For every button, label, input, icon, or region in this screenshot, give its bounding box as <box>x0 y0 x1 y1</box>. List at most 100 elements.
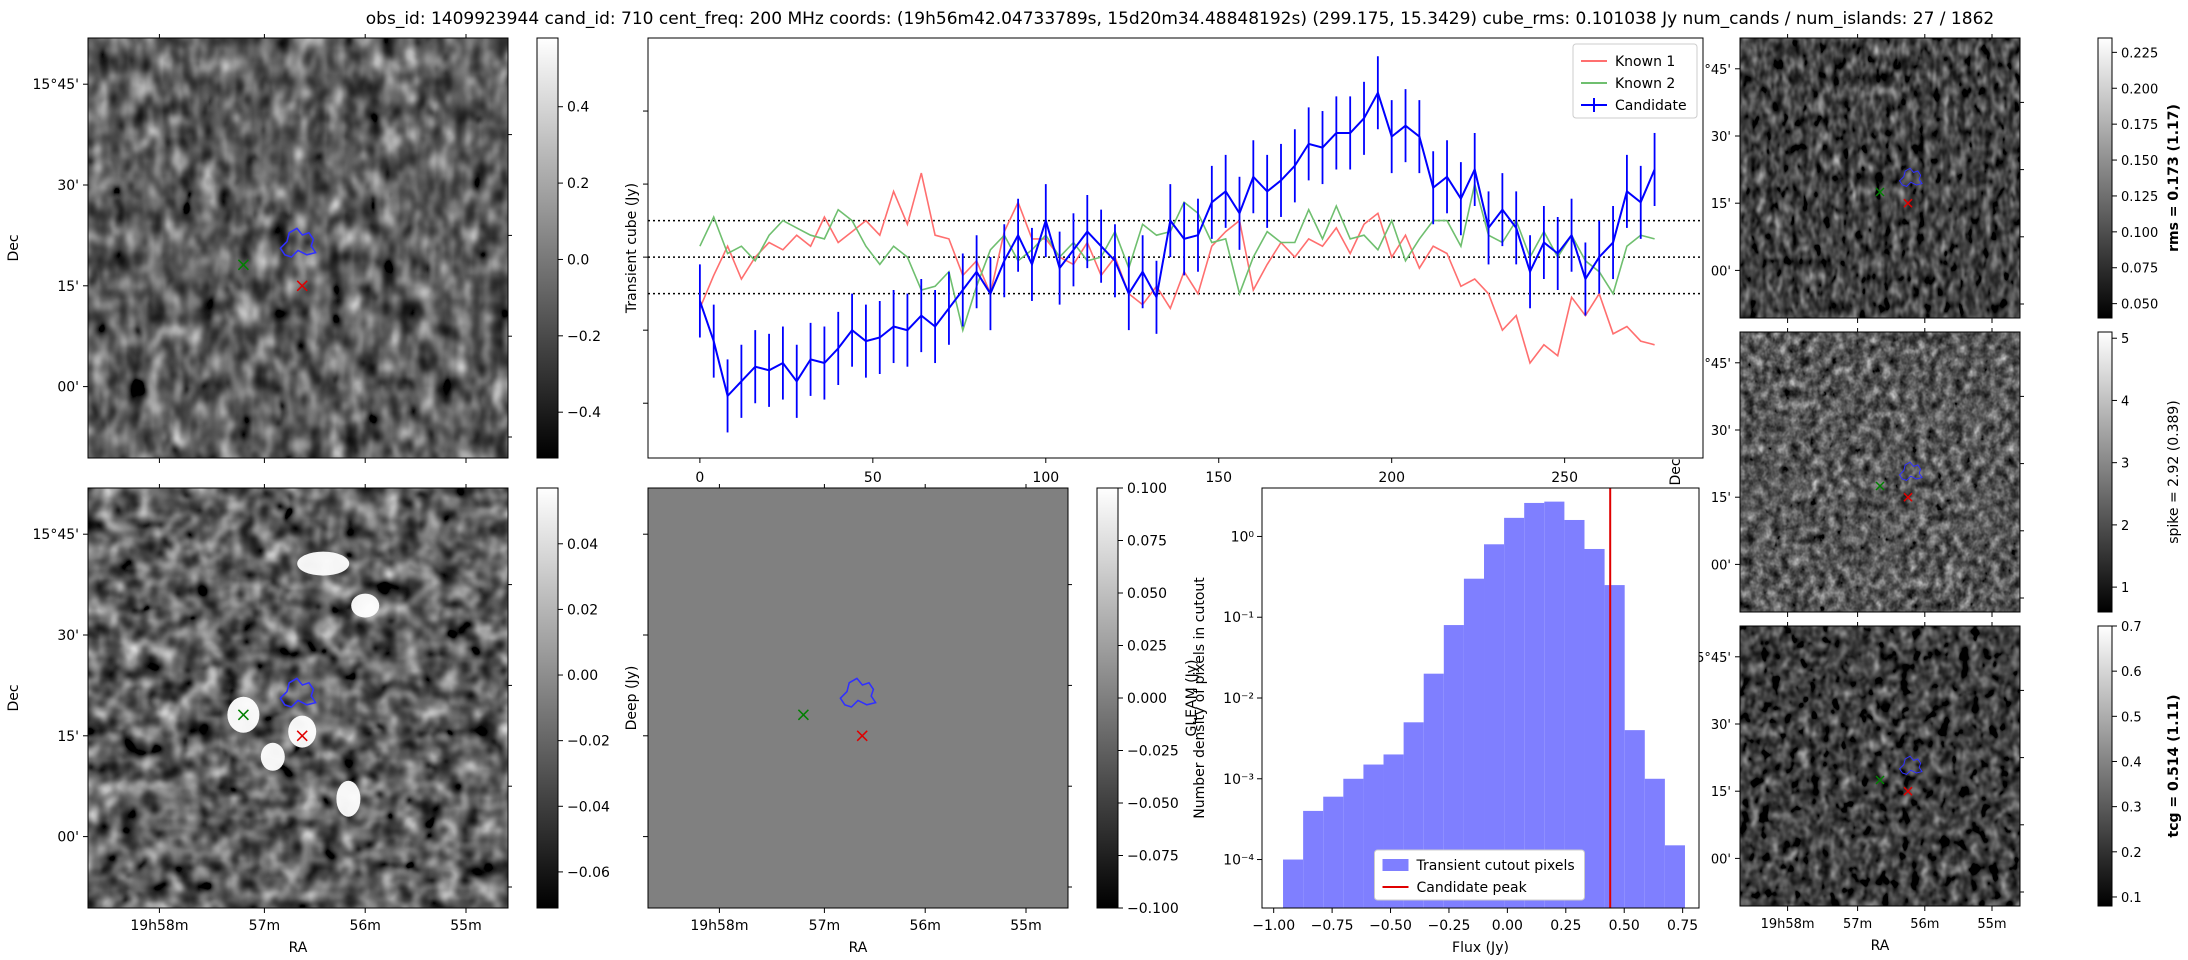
known-source-marker <box>237 259 249 271</box>
ra-tick-label: 56m <box>1910 917 1939 932</box>
histogram-bar <box>1564 519 1585 908</box>
histogram-bar <box>1664 845 1685 908</box>
dec-tick-label: 15' <box>1711 491 1731 506</box>
colorbar-tick-label: 0.000 <box>1127 691 1167 707</box>
ra-axis-label: RA <box>1871 938 1890 954</box>
spike-image <box>1740 332 2020 612</box>
panels: 15°45' 30' 15' 00' Dec 0.4 0.2 0.0 −0.2 −0.4 Trans… <box>6 34 2182 956</box>
colorbar-tick-label: 3 <box>2121 457 2129 472</box>
ra-tick-label: 19h58m <box>1761 917 1815 932</box>
candidate-marker <box>1903 198 1913 208</box>
dec-tick-label: 00' <box>1711 558 1731 573</box>
colorbar-tick-label: 0.075 <box>1127 534 1167 550</box>
colorbar-tick-label: 0.4 <box>2121 755 2142 770</box>
ra-axis-label: RA <box>289 940 308 956</box>
figure-title: obs_id: 1409923944 cand_id: 710 cent_fre… <box>366 9 1994 29</box>
legend-label: Candidate <box>1615 98 1687 114</box>
dec-tick-label: 30' <box>57 178 79 194</box>
colorbar-tick-label: 0.050 <box>2121 298 2158 313</box>
series-known-1 <box>699 172 1655 365</box>
colorbar-tick-label: 0.02 <box>567 602 598 618</box>
dec-axis-label: Dec <box>6 234 22 261</box>
known-source-marker <box>237 709 249 721</box>
colorbar-label: Deep (Jy) <box>624 666 640 731</box>
histogram-legend: Transient cutout pixels Candidate peak <box>1374 849 1585 901</box>
colorbar-tick-label: 0.025 <box>1127 639 1167 655</box>
dec-tick-label: 00' <box>1711 264 1731 279</box>
ra-tick-label: 55m <box>450 918 481 934</box>
gleam-frame <box>647 487 1069 909</box>
colorbar-tick-label: 0.04 <box>567 537 598 553</box>
legend-label: Candidate peak <box>1417 880 1528 896</box>
transient-image <box>88 38 508 458</box>
legend-label: Transient cutout pixels <box>1416 858 1575 874</box>
ra-tick-label: 55m <box>1977 917 2006 932</box>
colorbar-tick-label: 4 <box>2121 394 2129 409</box>
dec-tick-label: 15' <box>1711 785 1731 800</box>
time-tick-label: 250 <box>1551 470 1578 486</box>
dec-tick-label: 00' <box>1711 852 1731 867</box>
histogram-bar <box>1584 548 1605 908</box>
time-tick-label: 0 <box>695 470 704 486</box>
histogram-bar <box>1443 625 1464 908</box>
dec-tick-label: 15°45' <box>33 77 79 93</box>
ra-tick-label: 56m <box>909 918 940 934</box>
tcg-frame <box>1739 625 2021 907</box>
dec-tick-label: 15' <box>57 729 79 745</box>
colorbar-tick-label: 0.00 <box>567 668 598 684</box>
colorbar-label: spike = 2.92 (0.389) <box>2166 400 2182 544</box>
dec-tick-label: 15' <box>1711 197 1731 212</box>
lightcurve-legend: Known 1 Known 2 Candidate <box>1572 43 1698 119</box>
colorbar-tick-label: −0.075 <box>1127 849 1179 865</box>
rms-frame <box>1739 37 2021 319</box>
flux-axis-label: Flux (Jy) <box>1452 940 1509 956</box>
colorbar-label: tcg = 0.514 (1.11) <box>2166 695 2182 838</box>
flux-tick-label: 0.00 <box>1492 918 1523 934</box>
ra-axis-label: RA <box>849 940 868 956</box>
histogram-bar <box>1323 796 1344 908</box>
flux-tick-label: −0.25 <box>1427 918 1470 934</box>
known-source-marker <box>797 709 809 721</box>
series-known-2 <box>699 183 1655 334</box>
sky-panel-deep: 19h58m 57m 56m 55m 15°45' 30' 15' 00' Dec RA <box>6 484 512 956</box>
tcg-image <box>1740 626 2020 906</box>
histogram-bar <box>1423 673 1444 908</box>
colorbar-tick-label: −0.02 <box>567 734 610 750</box>
dec-tick-label: 30' <box>1711 130 1731 145</box>
colorbar-tick-label: −0.2 <box>567 329 601 345</box>
colorbar-tick-label: 5 <box>2121 332 2129 347</box>
known-source-marker <box>1875 481 1885 491</box>
density-axis-label: Number density of pixels in cutout <box>1192 577 1208 819</box>
flux-tick-label: 0.25 <box>1550 918 1581 934</box>
colorbar-gradient <box>1096 487 1119 909</box>
ra-tick-label: 55m <box>1010 918 1041 934</box>
dec-tick-label: 15°45' <box>33 527 79 543</box>
colorbar-label: GLEAM (Jy) <box>1184 660 1200 737</box>
series-candidate <box>698 90 1656 398</box>
colorbar-gradient <box>2097 37 2113 319</box>
known-source-marker <box>1875 187 1885 197</box>
density-tick-label: 10⁻¹ <box>1223 610 1254 626</box>
deep-frame <box>87 487 509 909</box>
time-tick-label: 100 <box>1032 470 1059 486</box>
colorbar-transient: 0.4 0.2 0.0 −0.2 −0.4 Transient cube (Jy) <box>536 37 640 459</box>
gleam-image <box>648 488 1068 908</box>
dec-tick-label: 00' <box>57 830 79 846</box>
transient-frame <box>87 37 509 459</box>
candidate-marker <box>1903 786 1913 796</box>
colorbar-tick-label: −0.100 <box>1127 901 1179 917</box>
dec-tick-label: 30' <box>1711 718 1731 733</box>
colorbar-tick-label: 0.6 <box>2121 665 2142 680</box>
colorbar-gradient <box>2097 625 2113 907</box>
histogram-bar <box>1283 859 1304 908</box>
colorbar-gradient <box>536 37 559 459</box>
density-tick-label: 10⁻⁴ <box>1223 853 1254 869</box>
colorbar-tick-label: 0.200 <box>2121 82 2158 97</box>
dec-axis-label: Dec <box>6 684 22 711</box>
flux-tick-label: −0.75 <box>1311 918 1354 934</box>
deep-bright-source <box>336 780 361 817</box>
sky-panel-transient: 15°45' 30' 15' 00' Dec <box>6 34 512 463</box>
